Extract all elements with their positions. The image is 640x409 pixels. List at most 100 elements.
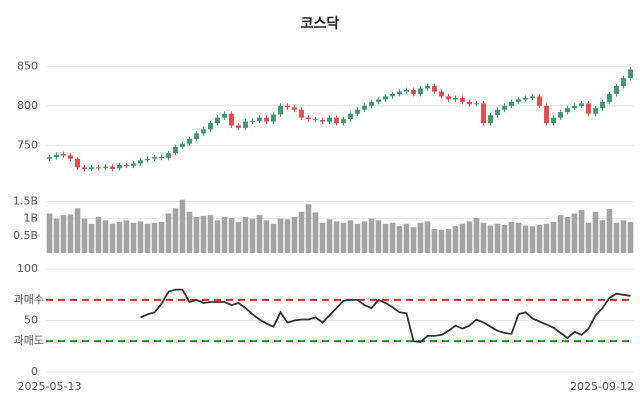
- volume-bar: [389, 222, 396, 253]
- candle-body: [243, 121, 248, 128]
- candle-body: [425, 86, 430, 89]
- candle-body: [271, 114, 276, 122]
- candle-body: [257, 117, 262, 121]
- candle-body: [341, 119, 346, 124]
- candle-body: [96, 167, 101, 169]
- candle-body: [173, 146, 178, 154]
- volume-bar: [270, 223, 277, 253]
- volume-bar: [221, 216, 228, 253]
- rsi-line: [140, 288, 631, 344]
- volume-bar: [557, 215, 564, 253]
- candle-body: [159, 157, 164, 159]
- candle-body: [278, 105, 283, 115]
- volume-bar: [102, 220, 109, 253]
- volume-bar: [354, 223, 361, 253]
- candle-body: [82, 167, 87, 169]
- candle-body: [152, 157, 157, 159]
- candle-body: [124, 165, 129, 166]
- candle-body: [222, 113, 227, 118]
- volume-bar: [564, 216, 571, 253]
- candle-body: [502, 105, 507, 110]
- volume-bar: [333, 221, 340, 253]
- volume-bar: [347, 220, 354, 253]
- volume-bar: [88, 223, 95, 253]
- volume-bar: [466, 221, 473, 253]
- volume-bar: [508, 222, 515, 253]
- volume-bar: [424, 221, 431, 253]
- candle-body: [383, 96, 388, 100]
- candle-body: [481, 103, 486, 124]
- candle-body: [565, 108, 570, 113]
- candle-body: [460, 97, 465, 102]
- reference-label: 과매수: [14, 293, 44, 306]
- candle-body: [89, 167, 94, 169]
- volume-bar: [193, 216, 200, 253]
- volume-bar: [606, 209, 613, 253]
- candle-body: [166, 153, 171, 158]
- candle-body: [446, 96, 451, 100]
- volume-bar: [368, 218, 375, 253]
- volume-bar: [459, 223, 466, 253]
- volume-bar: [445, 228, 452, 253]
- volume-bar: [291, 216, 298, 253]
- volume-bar: [207, 215, 214, 253]
- candle-body: [208, 123, 213, 130]
- y-tick-label: 0.5B: [13, 229, 38, 242]
- x-tick-label: 2025-05-13: [18, 380, 82, 393]
- volume-bar: [382, 223, 389, 253]
- volume-bar: [249, 218, 256, 253]
- candle-body: [390, 93, 395, 97]
- volume-bar: [144, 223, 151, 253]
- volume-bar: [326, 219, 333, 253]
- volume-bar: [95, 216, 102, 253]
- candle-body: [397, 91, 402, 94]
- candle-body: [516, 99, 521, 102]
- candle-body: [236, 125, 241, 128]
- candle-body: [306, 117, 311, 120]
- volume-bar: [585, 222, 592, 253]
- volume-bar: [431, 228, 438, 253]
- candle-body: [579, 103, 584, 106]
- candle-body: [369, 101, 374, 106]
- candle-body: [187, 138, 192, 144]
- candle-body: [145, 158, 150, 161]
- candle-body: [509, 101, 514, 106]
- volume-bar: [620, 220, 627, 253]
- volume-bar: [109, 223, 116, 253]
- candle-body: [523, 97, 528, 100]
- volume-bar: [361, 221, 368, 253]
- volume-bar: [235, 222, 242, 253]
- candle-body: [131, 163, 136, 166]
- volume-bar: [172, 208, 179, 253]
- candle-body: [138, 160, 143, 164]
- candle-body: [54, 154, 59, 158]
- y-tick-label: 50: [24, 314, 38, 327]
- candle-body: [285, 105, 290, 108]
- volume-bar: [319, 222, 326, 253]
- candle-body: [418, 88, 423, 94]
- candle-body: [607, 93, 612, 102]
- volume-bar: [438, 229, 445, 253]
- candle-body: [313, 119, 318, 121]
- volume-bar: [116, 222, 123, 253]
- volume-bar: [137, 221, 144, 253]
- volume-bar: [242, 216, 249, 253]
- volume-bar: [522, 225, 529, 253]
- candle-body: [355, 109, 360, 114]
- volume-bar: [53, 218, 60, 253]
- candle-body: [201, 129, 206, 134]
- volume-bar: [277, 218, 284, 253]
- chart-title: 코스닥: [301, 15, 340, 32]
- volume-bar: [74, 208, 81, 253]
- reference-label: 과매도: [14, 334, 44, 347]
- volume-bar: [410, 227, 417, 253]
- candle-body: [68, 155, 73, 159]
- volume-bar: [487, 225, 494, 253]
- volume-bar: [151, 222, 158, 253]
- volume-bar: [396, 226, 403, 253]
- y-tick-label: 1.5B: [13, 194, 38, 207]
- y-tick-label: 1B: [23, 212, 38, 225]
- x-tick-label: 2025-09-12: [570, 380, 634, 393]
- volume-bar: [571, 213, 578, 253]
- volume-bar: [452, 226, 459, 253]
